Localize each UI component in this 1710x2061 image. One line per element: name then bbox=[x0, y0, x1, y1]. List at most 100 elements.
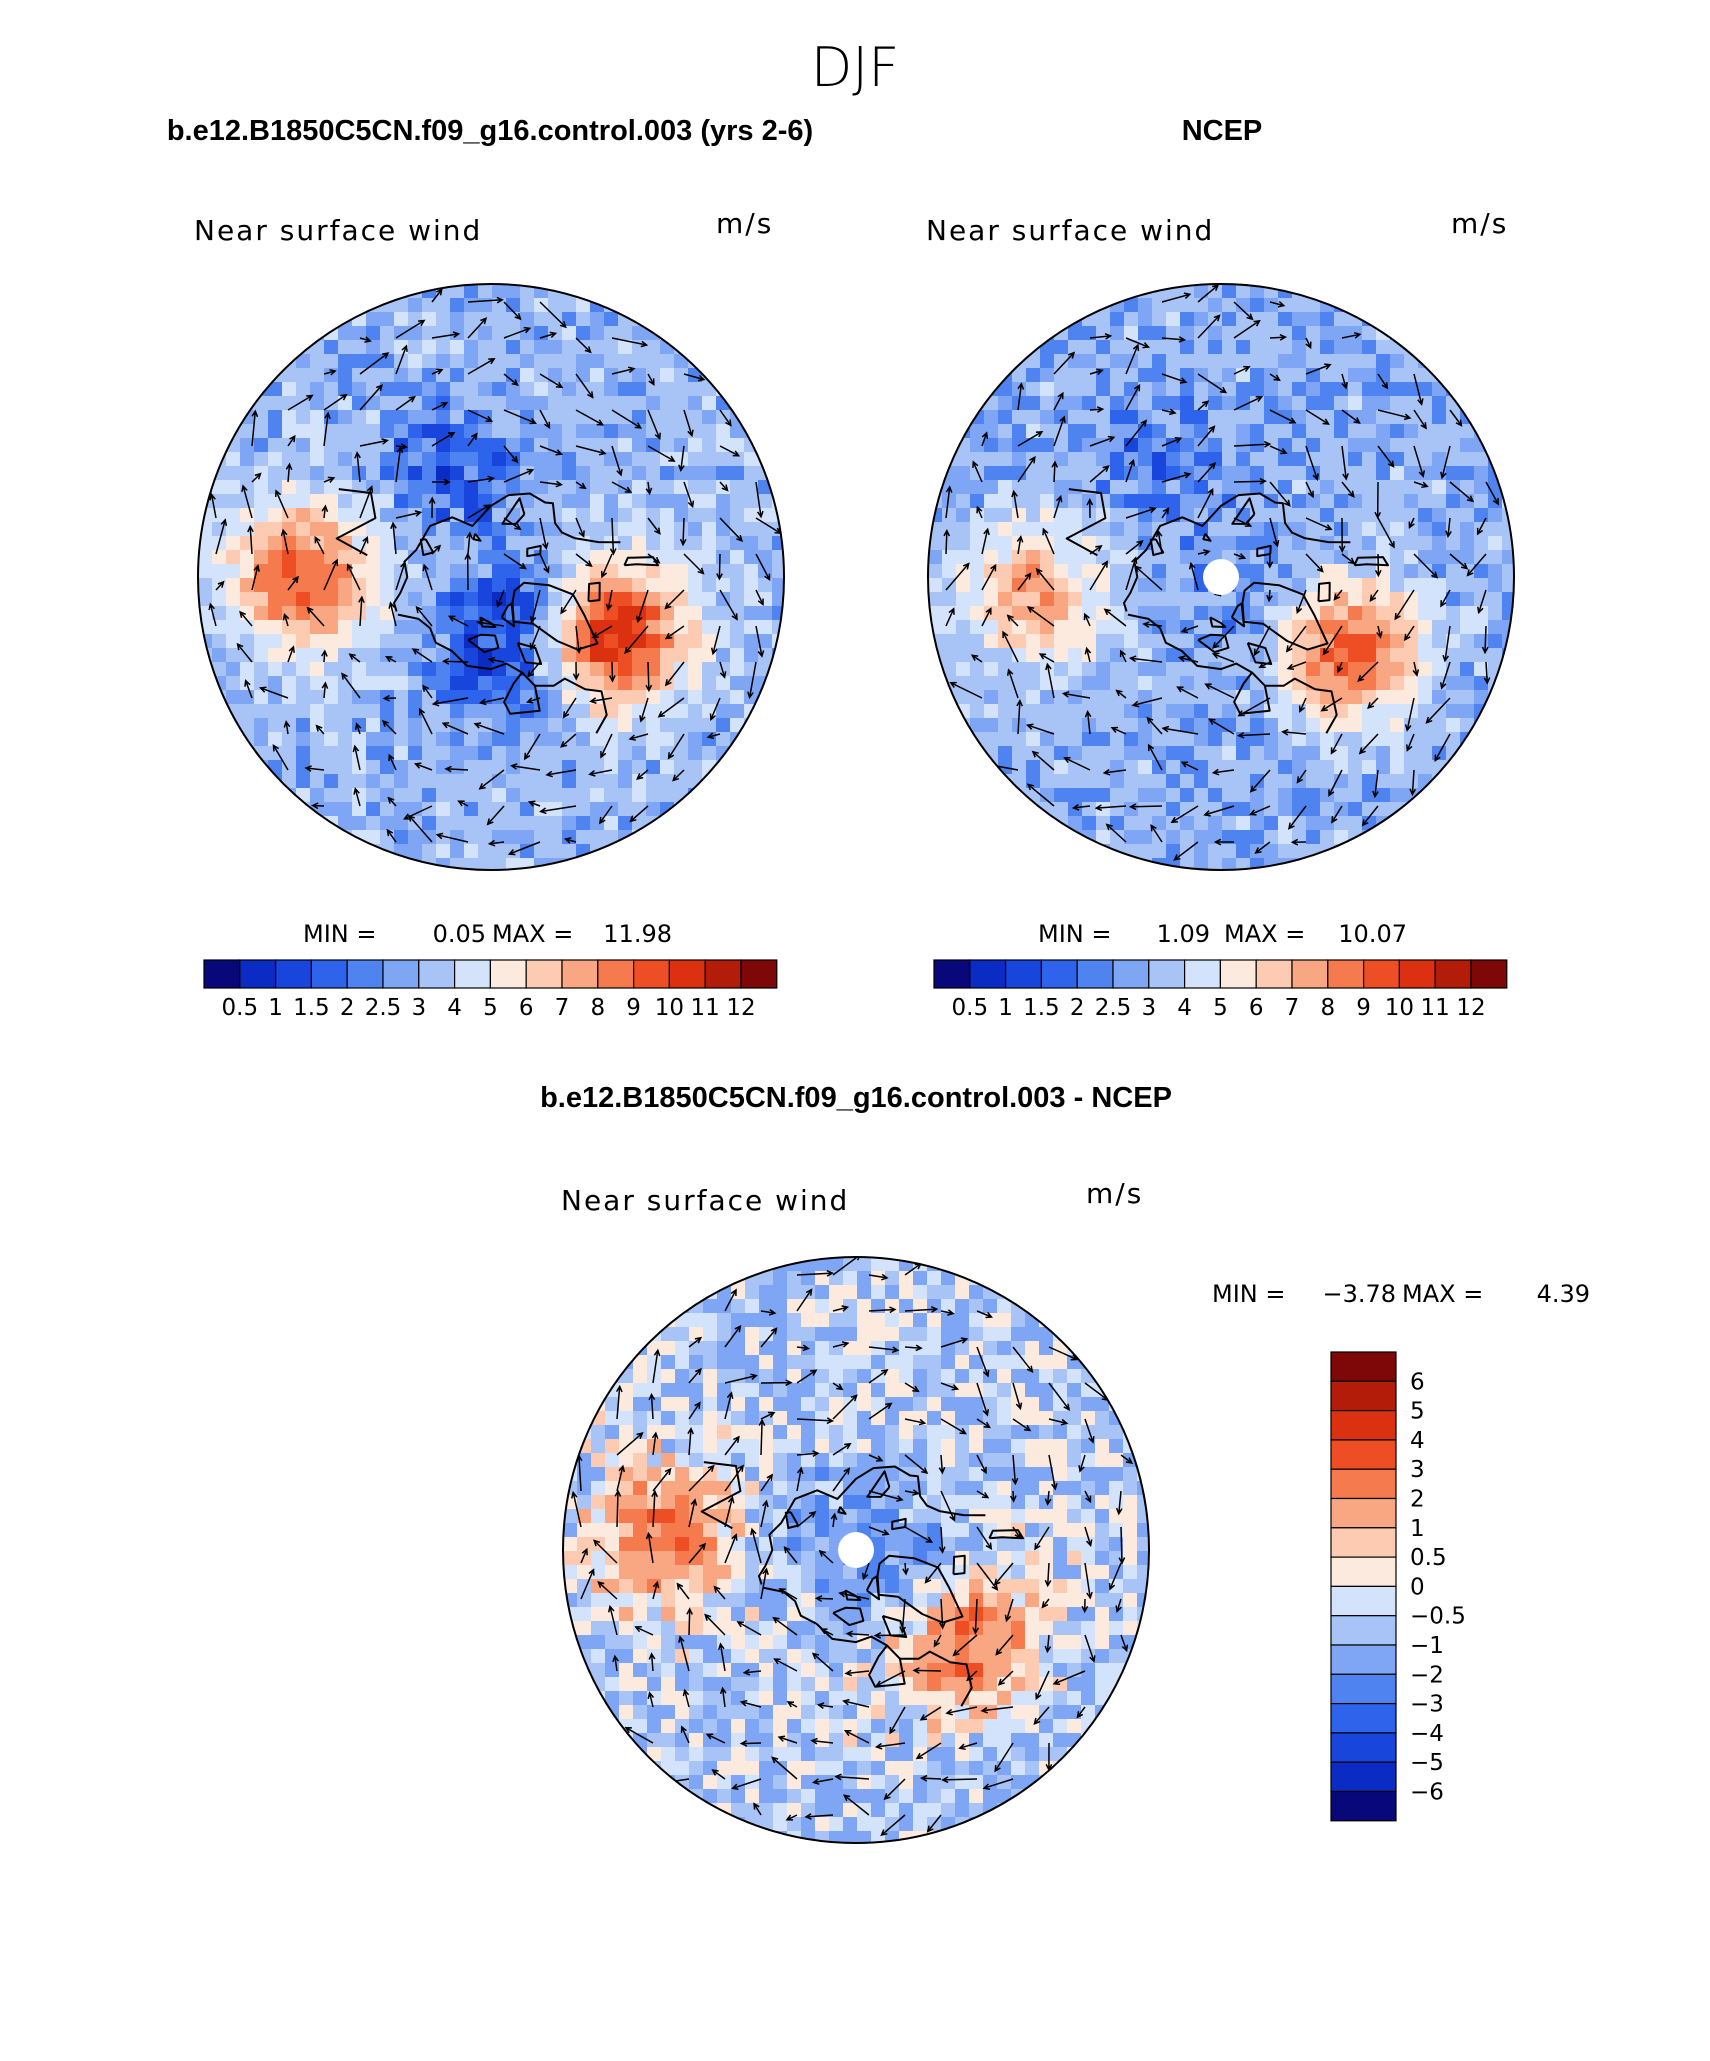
field-cell bbox=[1404, 354, 1419, 369]
field-cell bbox=[1054, 830, 1069, 845]
field-cell bbox=[352, 592, 367, 607]
field-cell bbox=[956, 480, 971, 495]
colorbar-tick-label: 11 bbox=[1421, 995, 1450, 1021]
field-cell bbox=[534, 438, 549, 453]
field-cell bbox=[408, 424, 423, 439]
field-cell bbox=[1025, 1761, 1040, 1776]
wind-vector bbox=[496, 589, 505, 608]
field-cell bbox=[464, 858, 479, 870]
field-cell bbox=[998, 480, 1013, 495]
field-cell bbox=[1096, 676, 1111, 691]
field-cell bbox=[1137, 1635, 1149, 1650]
wind-vector bbox=[358, 595, 365, 627]
field-cell bbox=[969, 1341, 984, 1356]
wind-vector bbox=[529, 589, 541, 624]
field-cell bbox=[646, 578, 661, 593]
field-cell bbox=[1320, 690, 1335, 705]
field-cell bbox=[618, 340, 633, 355]
field-cell bbox=[661, 1677, 676, 1692]
field-cell bbox=[380, 802, 395, 817]
field-cell bbox=[1067, 1481, 1082, 1496]
field-cell bbox=[576, 326, 591, 341]
field-cell bbox=[955, 1831, 970, 1843]
field-cell bbox=[688, 480, 703, 495]
field-cell bbox=[998, 424, 1013, 439]
field-cell bbox=[956, 550, 971, 565]
field-cell bbox=[1460, 620, 1475, 635]
field-cell bbox=[969, 1439, 984, 1454]
field-cell bbox=[787, 1369, 802, 1384]
field-cell bbox=[787, 1355, 802, 1370]
field-cell bbox=[1278, 676, 1293, 691]
field-cell bbox=[1166, 690, 1181, 705]
colorbar-swatch bbox=[1040, 959, 1078, 989]
field-cell bbox=[646, 536, 661, 551]
field-cell bbox=[1039, 1355, 1054, 1370]
field-cell bbox=[226, 578, 241, 593]
field-cell bbox=[1488, 508, 1503, 523]
field-cell bbox=[1152, 760, 1167, 775]
field-cell bbox=[1025, 1635, 1040, 1650]
field-cell bbox=[590, 732, 605, 747]
field-cell bbox=[1418, 606, 1433, 621]
field-cell bbox=[927, 1747, 942, 1762]
wind-vector bbox=[575, 445, 607, 456]
wind-vector bbox=[796, 1344, 810, 1352]
field-cell bbox=[703, 1453, 718, 1468]
field-cell bbox=[1306, 774, 1321, 789]
wind-vector bbox=[719, 589, 738, 621]
field-cell bbox=[1053, 1425, 1068, 1440]
wind-vector bbox=[323, 411, 331, 447]
field-cell bbox=[548, 774, 563, 789]
field-cell bbox=[1404, 480, 1419, 495]
colorbar-swatch bbox=[969, 959, 1007, 989]
field-cell bbox=[843, 1495, 858, 1510]
field-cell bbox=[534, 634, 549, 649]
field-cell bbox=[338, 606, 353, 621]
field-cell bbox=[646, 438, 661, 453]
field-cell bbox=[282, 494, 297, 509]
field-cell bbox=[604, 424, 619, 439]
field-cell bbox=[970, 508, 985, 523]
wind-vector bbox=[1377, 373, 1389, 390]
field-cell bbox=[941, 1439, 956, 1454]
wind-vector bbox=[1094, 804, 1127, 812]
field-cell bbox=[492, 410, 507, 425]
field-cell bbox=[983, 1565, 998, 1580]
field-cell bbox=[1123, 1593, 1138, 1608]
field-cell bbox=[1081, 1425, 1096, 1440]
field-cell bbox=[591, 1607, 606, 1622]
field-cell bbox=[1418, 522, 1433, 537]
field-cell bbox=[674, 382, 689, 397]
field-cell bbox=[871, 1313, 886, 1328]
field-cell bbox=[1081, 1663, 1096, 1678]
field-cell bbox=[1096, 592, 1111, 607]
field-cell bbox=[632, 536, 647, 551]
field-cell bbox=[590, 788, 605, 803]
field-cell bbox=[983, 1299, 998, 1314]
field-cell bbox=[998, 718, 1013, 733]
field-cell bbox=[1152, 298, 1167, 313]
field-cell bbox=[983, 1439, 998, 1454]
field-cell bbox=[1082, 844, 1097, 859]
field-cell bbox=[1278, 592, 1293, 607]
field-cell bbox=[1082, 326, 1097, 341]
field-cell bbox=[1292, 494, 1307, 509]
colorbar-swatch bbox=[1398, 959, 1436, 989]
field-cell bbox=[1180, 788, 1195, 803]
field-cell bbox=[1502, 578, 1514, 593]
field-cell bbox=[338, 438, 353, 453]
field-cell bbox=[688, 592, 703, 607]
field-cell bbox=[591, 1481, 606, 1496]
colorbar-tick-label: 11 bbox=[691, 995, 720, 1021]
field-cell bbox=[913, 1355, 928, 1370]
field-cell bbox=[436, 298, 451, 313]
max-value: 10.07 bbox=[1338, 920, 1407, 948]
field-cell bbox=[324, 438, 339, 453]
wind-vector bbox=[507, 841, 541, 856]
field-cell bbox=[1026, 578, 1041, 593]
field-cell bbox=[758, 578, 773, 593]
field-cell bbox=[1054, 718, 1069, 733]
wind-vector bbox=[1016, 699, 1023, 735]
field-cell bbox=[1194, 452, 1209, 467]
